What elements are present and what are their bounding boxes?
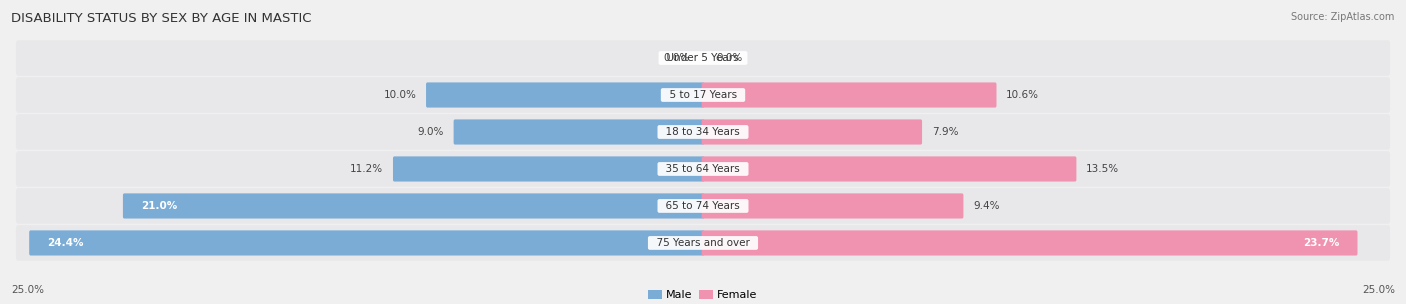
Text: 21.0%: 21.0% <box>141 201 177 211</box>
Text: 13.5%: 13.5% <box>1085 164 1119 174</box>
FancyBboxPatch shape <box>702 156 1077 181</box>
Text: 25.0%: 25.0% <box>1362 285 1395 295</box>
Text: 11.2%: 11.2% <box>350 164 384 174</box>
FancyBboxPatch shape <box>702 193 963 219</box>
Text: 18 to 34 Years: 18 to 34 Years <box>659 127 747 137</box>
FancyBboxPatch shape <box>122 193 704 219</box>
Text: 10.0%: 10.0% <box>384 90 416 100</box>
Text: 0.0%: 0.0% <box>717 53 742 63</box>
Text: 0.0%: 0.0% <box>664 53 689 63</box>
Legend: Male, Female: Male, Female <box>644 285 762 304</box>
Text: DISABILITY STATUS BY SEX BY AGE IN MASTIC: DISABILITY STATUS BY SEX BY AGE IN MASTI… <box>11 12 312 25</box>
FancyBboxPatch shape <box>702 82 997 108</box>
FancyBboxPatch shape <box>15 225 1391 261</box>
FancyBboxPatch shape <box>15 114 1391 150</box>
Text: 75 Years and over: 75 Years and over <box>650 238 756 248</box>
FancyBboxPatch shape <box>454 119 704 145</box>
FancyBboxPatch shape <box>702 230 1358 256</box>
FancyBboxPatch shape <box>392 156 704 181</box>
Text: 65 to 74 Years: 65 to 74 Years <box>659 201 747 211</box>
Text: 5 to 17 Years: 5 to 17 Years <box>662 90 744 100</box>
Text: 10.6%: 10.6% <box>1007 90 1039 100</box>
Text: Source: ZipAtlas.com: Source: ZipAtlas.com <box>1291 12 1395 22</box>
Text: 25.0%: 25.0% <box>11 285 44 295</box>
FancyBboxPatch shape <box>15 151 1391 187</box>
FancyBboxPatch shape <box>426 82 704 108</box>
Text: 7.9%: 7.9% <box>932 127 959 137</box>
Text: 35 to 64 Years: 35 to 64 Years <box>659 164 747 174</box>
FancyBboxPatch shape <box>15 40 1391 76</box>
FancyBboxPatch shape <box>702 119 922 145</box>
Text: 23.7%: 23.7% <box>1303 238 1340 248</box>
FancyBboxPatch shape <box>15 77 1391 113</box>
FancyBboxPatch shape <box>15 188 1391 224</box>
Text: 9.0%: 9.0% <box>418 127 444 137</box>
Text: 24.4%: 24.4% <box>48 238 83 248</box>
Text: 9.4%: 9.4% <box>973 201 1000 211</box>
FancyBboxPatch shape <box>30 230 704 256</box>
Text: Under 5 Years: Under 5 Years <box>661 53 745 63</box>
